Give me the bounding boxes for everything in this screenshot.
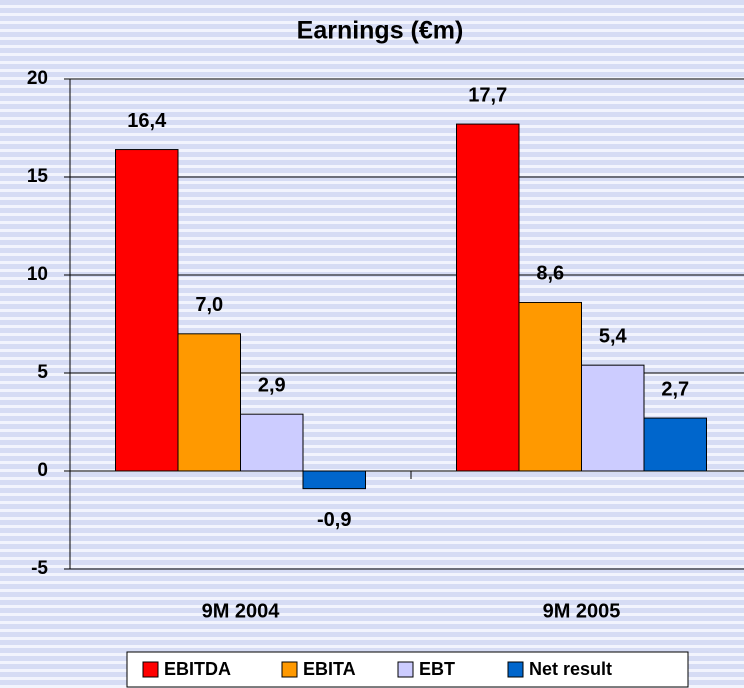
y-tick-label: 20 — [27, 68, 48, 89]
value-label: 17,7 — [468, 84, 507, 106]
legend-swatch — [397, 661, 414, 678]
y-tick-label: 10 — [27, 264, 48, 285]
bar — [302, 470, 366, 490]
y-tick-label: 15 — [27, 166, 49, 187]
value-label: 16,4 — [127, 110, 167, 132]
value-label: -0,9 — [317, 509, 351, 531]
legend-label: EBITDA — [164, 659, 231, 679]
x-tick-label: 9M 2005 — [543, 600, 621, 622]
bar — [240, 413, 304, 472]
x-tick-label: 9M 2004 — [202, 600, 281, 622]
legend-swatch — [281, 661, 298, 678]
y-tick-label: -5 — [31, 558, 48, 579]
legend-label: Net result — [529, 659, 612, 679]
y-tick-label: 5 — [37, 362, 48, 383]
value-label: 7,0 — [195, 294, 223, 316]
legend: EBITDA EBITA EBT Net result — [126, 651, 689, 688]
bar — [456, 123, 520, 472]
bar — [581, 364, 645, 472]
bar — [643, 417, 707, 472]
legend-label: EBT — [419, 659, 455, 679]
value-label: 2,9 — [258, 374, 286, 396]
value-label: 5,4 — [599, 325, 628, 347]
bar — [115, 149, 179, 472]
value-label: 8,6 — [536, 263, 564, 285]
bar — [177, 333, 241, 472]
legend-swatch — [142, 661, 159, 678]
value-label: 2,7 — [661, 378, 689, 400]
chart-title: Earnings (€m) — [297, 17, 464, 45]
legend-label: EBITA — [303, 659, 356, 679]
bar — [518, 301, 582, 472]
y-tick-label: 0 — [37, 460, 48, 481]
legend-swatch — [507, 661, 524, 678]
